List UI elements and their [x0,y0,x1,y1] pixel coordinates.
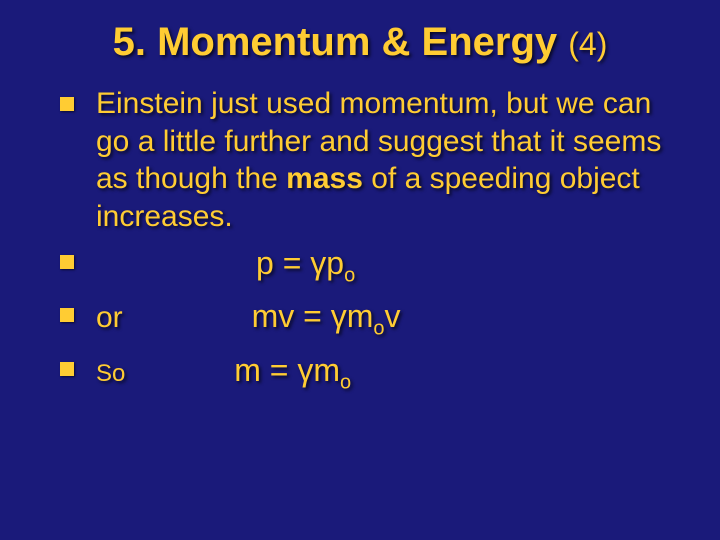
equation-2: mv = γmov [132,296,401,341]
bullet-equation-3: So m = γmo [60,350,690,395]
eq1-lhs: p = γp [256,245,344,281]
eq3-sub: o [340,371,351,393]
title-main: 5. Momentum & Energy [113,20,558,64]
bullet-equation-1: p = γpo [60,243,690,288]
bullet-list: Einstein just used momentum, but we can … [30,85,690,395]
bullet-text: Einstein just used momentum, but we can … [60,85,690,235]
eq2-lhs: mv = γm [252,298,374,334]
equation-3: m = γmo [134,350,351,395]
slide-title: 5. Momentum & Energy (4) [30,20,690,65]
bullet-equation-2: or mv = γmov [60,296,690,341]
eq3-prefix: So [96,360,125,387]
eq2-rhs: v [384,298,400,334]
eq2-prefix: or [96,301,123,334]
title-suffix: (4) [568,26,607,62]
eq1-sub: o [344,264,355,286]
bullet-text-bold: mass [286,162,363,195]
eq2-sub: o [373,318,384,340]
slide: 5. Momentum & Energy (4) Einstein just u… [0,0,720,540]
eq3-lhs: m = γm [234,352,340,388]
equation-1: p = γpo [96,243,355,288]
